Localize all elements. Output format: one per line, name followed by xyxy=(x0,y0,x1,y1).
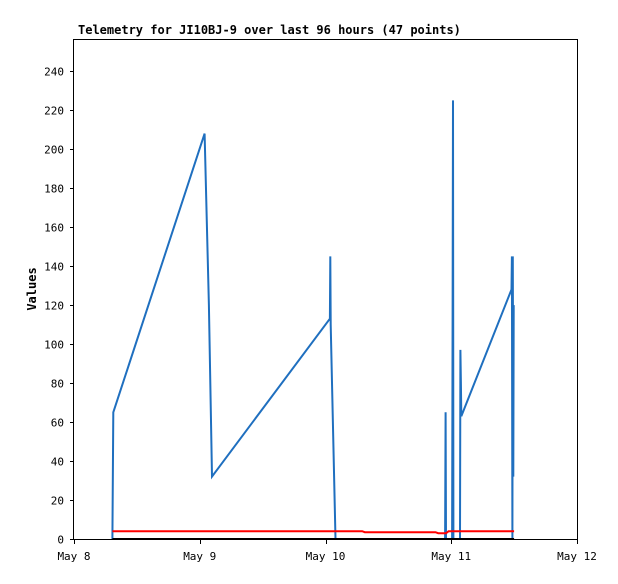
x-tick-label: May 8 xyxy=(57,550,90,563)
y-tick-label: 40 xyxy=(51,456,64,469)
y-tick-label: 180 xyxy=(44,183,64,196)
x-axis: May 8 May 9 May 10 May 11 May 12 xyxy=(57,539,597,563)
y-tick-label: 220 xyxy=(44,105,64,118)
series-layer xyxy=(111,100,515,540)
y-tick-label: 240 xyxy=(44,66,64,79)
y-axis-label: Values xyxy=(25,267,39,310)
y-tick-label: 160 xyxy=(44,222,64,235)
x-tick-label: May 10 xyxy=(306,550,346,563)
chart-title: Telemetry for JI10BJ-9 over last 96 hour… xyxy=(78,23,461,37)
plot-frame xyxy=(73,39,578,540)
y-tick-label: 80 xyxy=(51,378,64,391)
y-tick-label: 0 xyxy=(57,534,64,547)
series-line-1 xyxy=(111,100,515,540)
x-tick-label: May 9 xyxy=(183,550,216,563)
series-line-2 xyxy=(112,530,515,535)
y-tick-label: 140 xyxy=(44,261,64,274)
y-tick-label: 20 xyxy=(51,495,64,508)
x-tick-label: May 12 xyxy=(557,550,597,563)
y-tick-label: 200 xyxy=(44,144,64,157)
x-tick-label: May 11 xyxy=(431,550,471,563)
y-axis: 0 20 40 60 80 100 120 140 160 180 200 220 240 xyxy=(44,66,74,547)
y-tick-label: 100 xyxy=(44,339,64,352)
y-tick-label: 60 xyxy=(51,417,64,430)
y-tick-label: 120 xyxy=(44,300,64,313)
